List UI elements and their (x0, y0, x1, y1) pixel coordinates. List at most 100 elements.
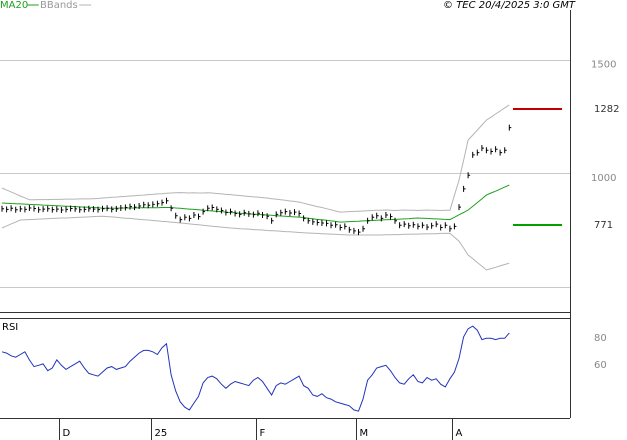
price-bar (417, 223, 420, 230)
band-line (1, 215, 510, 271)
price-bar (508, 124, 512, 131)
price-bar (230, 208, 233, 215)
price-bar (481, 145, 484, 152)
price-bar (193, 212, 196, 218)
price-bar (166, 197, 169, 204)
price-bar (143, 201, 146, 208)
price-bar (120, 205, 123, 211)
price-bar (161, 199, 164, 206)
price-bar (88, 205, 91, 212)
legend-label: MA20 (0, 0, 28, 11)
price-bar (124, 204, 128, 211)
price-bar (106, 205, 110, 212)
price-bar (504, 147, 507, 154)
price-bar (380, 215, 384, 222)
price-bar (412, 221, 416, 228)
x-tick-label: M (360, 428, 369, 439)
price-bar (421, 222, 425, 229)
price-bar (358, 229, 361, 236)
price-bar (115, 205, 119, 212)
price-bar (24, 206, 27, 213)
rsi-line (1, 325, 510, 412)
price-bar (220, 207, 224, 214)
price-bar (42, 206, 46, 213)
price-bar (280, 209, 283, 216)
price-bar (156, 200, 160, 207)
price-bar (394, 217, 397, 224)
price-bar (134, 204, 137, 211)
panel-title: RSI (2, 322, 18, 333)
price-bar (97, 206, 100, 213)
price-bar (152, 201, 155, 208)
price-bar (216, 206, 219, 213)
price-bar (390, 213, 393, 220)
price-bar (188, 215, 192, 222)
price-bar (239, 211, 242, 218)
price-bar (74, 205, 78, 212)
price-bar (499, 149, 503, 156)
y-tick-label: 1500 (591, 60, 616, 71)
price-bar (275, 211, 279, 218)
price-bar (51, 206, 55, 213)
price-bar (184, 214, 187, 221)
price-bar (463, 185, 466, 192)
price-bar (440, 224, 443, 231)
legend-label: BBands (40, 0, 78, 11)
price-bar (330, 222, 333, 229)
price-bar (435, 221, 439, 228)
price-bar (6, 206, 9, 213)
price-bar (344, 223, 347, 230)
price-bar (47, 205, 50, 212)
x-tick-label: 25 (155, 428, 168, 439)
price-bar (453, 223, 457, 230)
price-bar (1, 205, 4, 212)
x-tick-label: D (63, 428, 71, 439)
price-bar (179, 216, 183, 223)
price-bar (385, 212, 388, 218)
price-bar (316, 219, 320, 226)
price-bar (248, 210, 251, 217)
price-bar (426, 224, 429, 231)
price-bar (92, 206, 96, 213)
price-bar (376, 212, 379, 219)
source: © TEC 20/4/2025 3:0 GMT (443, 0, 576, 11)
price-bar (83, 206, 87, 213)
price-bar (403, 221, 407, 228)
price-bar (147, 202, 151, 209)
price-bar (38, 206, 41, 213)
x-tick-label: A (456, 428, 463, 439)
price-bar (444, 222, 448, 229)
price-bar (490, 148, 493, 155)
price-bar (243, 209, 247, 216)
price-bar (467, 172, 471, 179)
price-bar (335, 221, 338, 228)
price-bar (495, 146, 498, 153)
x-tick-label: F (260, 428, 266, 439)
price-bar (294, 209, 297, 216)
price-bar (298, 210, 302, 217)
price-bar (175, 212, 178, 219)
y-tick-label: 1000 (591, 173, 616, 184)
price-bar (138, 203, 142, 209)
price-bar (10, 205, 14, 212)
price-bar (312, 218, 315, 225)
price-bar (348, 226, 352, 233)
price-bar (266, 213, 270, 220)
price-bar (371, 214, 375, 221)
price-bar (289, 210, 292, 216)
price-bar (307, 217, 311, 224)
y-tick-label: 80 (594, 333, 607, 344)
price-bar (431, 222, 434, 229)
price-bar (353, 227, 356, 234)
price-bar (170, 205, 174, 212)
price-bar (362, 225, 365, 232)
level-label: 771 (594, 220, 613, 231)
price-bar (449, 225, 452, 232)
price-bar (234, 210, 238, 217)
price-bar (284, 208, 288, 215)
price-bar (476, 149, 480, 156)
price-bar (458, 204, 461, 211)
price-bar (262, 212, 265, 218)
